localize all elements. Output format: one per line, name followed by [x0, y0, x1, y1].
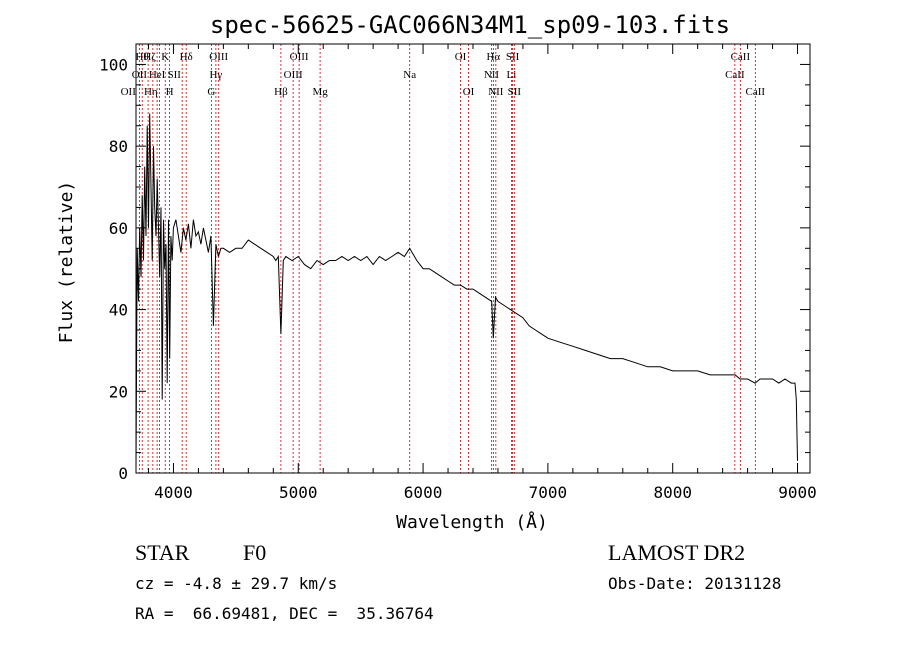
spectral-line-label: G — [207, 86, 215, 98]
x-tick-label: 4000 — [154, 483, 193, 502]
spectral-line-label: Li — [507, 69, 517, 81]
x-tick-label: 7000 — [529, 483, 568, 502]
survey-name: LAMOST DR2 — [608, 540, 746, 565]
y-tick-label: 100 — [99, 55, 128, 74]
spectral-line-label: Na — [403, 69, 416, 81]
spectral-line-label: NII — [484, 69, 500, 81]
spectral-line-label: Hθ — [135, 51, 148, 63]
spectral-line-label: NII — [488, 86, 504, 98]
x-tick-label: 6000 — [404, 483, 443, 502]
spectral-line-label: Hβ — [274, 86, 288, 98]
x-tick-label: 9000 — [778, 483, 817, 502]
spectral-line-label: SII — [167, 69, 181, 81]
redshift-text: cz = -4.8 ± 29.7 km/s — [135, 574, 338, 593]
x-axis-label: Wavelength (Å) — [396, 511, 548, 533]
y-tick-label: 0 — [118, 464, 128, 483]
plot-frame — [135, 43, 811, 474]
spectral-line-label: CaII — [725, 69, 745, 81]
spectral-line-label: OII — [121, 86, 137, 98]
spectral-line-label: H — [166, 86, 174, 98]
spectral-line-label: OII — [132, 69, 148, 81]
y-tick-label: 80 — [109, 137, 128, 156]
spectrum-line — [135, 113, 798, 469]
emission-line-markers: OII OII Hθ Hη HeI Hζ K H SII Hδ G Hγ OIII Hβ OIII OIII M… — [121, 44, 766, 473]
spectral-line-label: OI — [463, 86, 475, 98]
object-subclass: F0 — [243, 540, 267, 565]
y-tick-label: 60 — [109, 219, 128, 238]
spectral-line-label: OI — [455, 51, 467, 63]
spectral-line-label: Hγ — [209, 69, 222, 81]
x-tick-label: 8000 — [653, 483, 692, 502]
spectral-line-label: SII — [506, 51, 520, 63]
y-tick-label: 20 — [109, 382, 128, 401]
x-axis-ticks: 4000 5000 6000 7000 8000 9000 — [147, 44, 817, 502]
spectral-line-label: SII — [508, 86, 522, 98]
x-tick-label: 5000 — [279, 483, 318, 502]
spectral-line-label: HeI — [149, 69, 166, 81]
spectral-line-label: Mg — [312, 86, 328, 98]
spectral-line-label: CaII — [731, 51, 751, 63]
spectral-line-label: CaII — [746, 86, 766, 98]
spectral-line-label: OIII — [290, 51, 309, 63]
spectral-line-label: Hδ — [180, 51, 193, 63]
y-tick-label: 40 — [109, 301, 128, 320]
object-class: STAR — [135, 540, 190, 565]
spectral-line-label: OIII — [209, 51, 228, 63]
spectral-line-label: OIII — [284, 69, 303, 81]
y-axis-label: Flux (relative) — [56, 181, 77, 344]
spectral-line-label: Hα — [486, 51, 500, 63]
spectral-line-label: Hζ — [143, 51, 156, 63]
y-axis-ticks: 0 20 40 60 80 100 — [99, 55, 810, 483]
coordinates-text: RA = 66.69481, DEC = 35.36764 — [135, 604, 434, 623]
spectral-line-label: K — [161, 51, 169, 63]
chart-title: spec-56625-GAC066N34M1_sp09-103.fits — [210, 11, 730, 39]
spectral-line-label: Hη — [144, 86, 158, 98]
observation-date: Obs-Date: 20131128 — [608, 574, 782, 593]
